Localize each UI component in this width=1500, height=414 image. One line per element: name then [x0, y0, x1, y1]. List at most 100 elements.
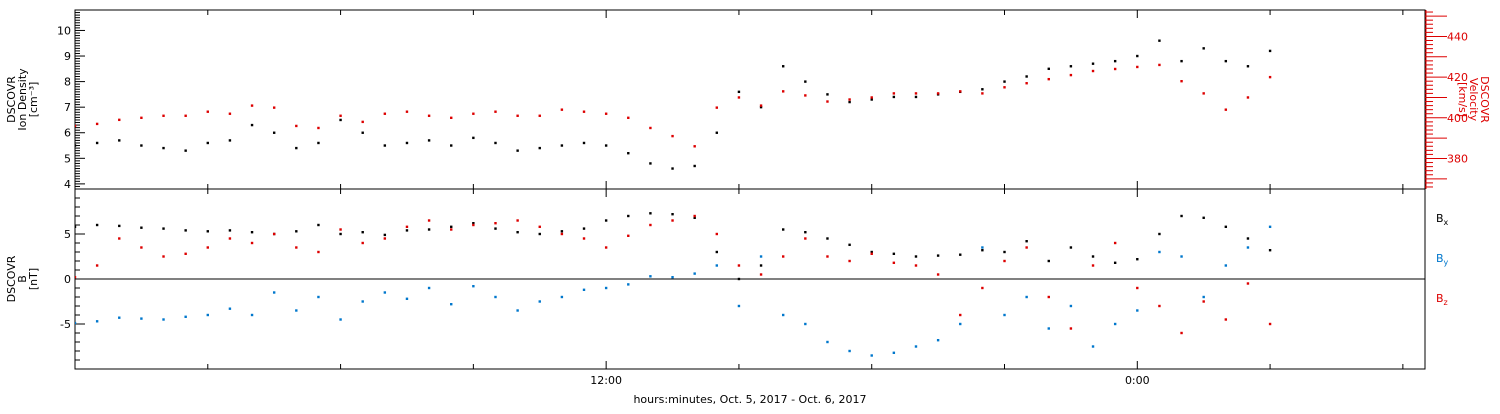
ion-density-point	[1025, 75, 1028, 78]
velocity-point	[981, 92, 984, 95]
velocity-point	[1113, 67, 1117, 71]
b-by-point	[184, 315, 187, 318]
ion-density-point	[1047, 67, 1050, 71]
b-by-point	[1158, 250, 1161, 254]
legend-symbol: B	[1436, 212, 1444, 225]
b-field-tick-label: -5	[60, 318, 71, 331]
velocity-point	[228, 112, 232, 115]
density-tick-label: 8	[64, 76, 71, 89]
b-bx-point	[715, 250, 719, 254]
b-bz-point	[140, 246, 143, 249]
b-by-point	[1003, 313, 1006, 317]
x-tick-label: 0:00	[1125, 374, 1150, 387]
b-bz-point	[1091, 264, 1095, 267]
b-bz-point	[162, 255, 165, 258]
b-by-point	[450, 303, 453, 306]
b-by-point	[1025, 295, 1028, 299]
b-bx-point	[693, 216, 696, 219]
density-tick-label: 10	[57, 24, 71, 37]
b-bx-point	[1025, 240, 1028, 243]
b-bz-point	[361, 241, 364, 245]
ion-density-point	[317, 141, 320, 145]
b-bz-point	[1224, 318, 1228, 321]
b-bx-point	[804, 231, 807, 234]
b-by-point	[936, 339, 940, 342]
b-bx-point	[140, 226, 143, 229]
ion-density-point	[184, 149, 187, 152]
b-bz-point	[75, 276, 77, 279]
velocity-point	[1136, 65, 1139, 69]
b-bx-point	[560, 230, 564, 233]
b-by-point	[162, 318, 165, 321]
velocity-series	[75, 63, 1272, 148]
b-bx-point	[582, 227, 586, 230]
legend-by: By	[1436, 252, 1449, 267]
velocity-point	[472, 112, 475, 115]
b-bz-point	[295, 246, 298, 249]
b-by-point	[959, 322, 962, 326]
ion-density-point	[649, 162, 652, 165]
velocity-point	[892, 92, 896, 95]
velocity-point	[1246, 96, 1250, 99]
b-bz-point	[250, 241, 254, 245]
ion-density-point	[472, 136, 475, 140]
b-by-point	[1180, 255, 1183, 258]
velocity-point	[804, 94, 807, 97]
b-bz-point	[560, 232, 564, 236]
b-bx-point	[206, 230, 209, 233]
density-tick-label: 9	[64, 50, 71, 63]
b-bx-point	[317, 223, 320, 227]
b-by-point	[405, 297, 409, 300]
b-bx-point	[936, 254, 940, 257]
ion-density-point	[781, 65, 785, 68]
b-bz-point	[671, 219, 674, 222]
b-bz-point	[604, 246, 608, 249]
b-bx-point	[1224, 225, 1228, 228]
ion-density-point	[914, 95, 918, 99]
b-bz-point	[914, 264, 918, 267]
b-by-point	[317, 295, 320, 299]
b-bx-point	[383, 233, 387, 237]
ion-density-point	[228, 139, 232, 142]
velocity-point	[1202, 92, 1205, 95]
b-by-point	[804, 322, 807, 326]
b-bz-point	[427, 219, 431, 222]
b-by-point	[472, 285, 475, 288]
b-bz-point	[936, 273, 940, 276]
b-bz-point	[317, 250, 320, 254]
velocity-point	[1069, 73, 1073, 77]
b-by-point	[228, 307, 232, 310]
ion-density-point	[715, 131, 719, 134]
velocity-point	[427, 114, 431, 117]
b-bx-point	[1202, 216, 1205, 219]
b-bz-point	[826, 255, 829, 258]
b-by-point	[140, 317, 143, 320]
velocity-point	[604, 112, 608, 115]
velocity-point	[1047, 77, 1050, 81]
ion-density-point	[250, 123, 254, 127]
x-tick-label: 12:00	[590, 374, 622, 387]
ion-density-point	[450, 144, 453, 147]
b-bx-point	[538, 232, 541, 236]
b-bx-point	[1246, 237, 1250, 240]
velocity-point	[693, 145, 696, 148]
b-bx-point	[295, 230, 298, 233]
b-by-point	[95, 320, 99, 323]
velocity-point	[317, 126, 320, 130]
b-bx-point	[184, 229, 187, 232]
b-bz-point	[627, 234, 630, 237]
b-bz-point	[1003, 259, 1006, 263]
density-velocity-panel-frame	[74, 9, 1426, 190]
ion-density-point	[1136, 54, 1139, 58]
b-field-tick-label: 5	[64, 228, 71, 241]
b-bz-point	[737, 264, 741, 267]
b-by-point	[1224, 264, 1228, 267]
b-bz-point	[781, 255, 785, 258]
b-bz-point	[1025, 246, 1028, 249]
b-bx-point	[826, 237, 829, 240]
density-tick-label: 5	[64, 152, 71, 165]
b-bz-point	[228, 237, 232, 240]
